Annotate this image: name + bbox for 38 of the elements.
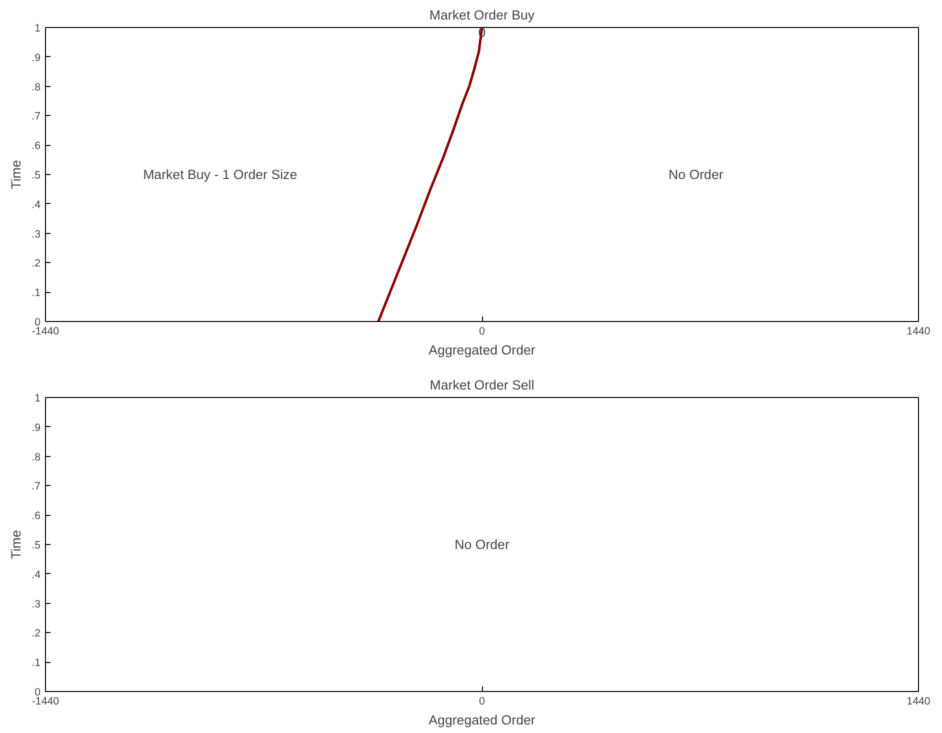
- y-tick-label: 0: [34, 686, 41, 698]
- chart-title: Market Order Buy: [429, 8, 535, 22]
- y-tick-label: .9: [32, 422, 41, 434]
- y-tick-label: .6: [32, 510, 41, 522]
- y-tick-label: .7: [32, 480, 41, 493]
- line-series: [377, 28, 484, 322]
- y-tick-label: .2: [32, 628, 41, 640]
- y-axis-title: Time: [8, 530, 24, 560]
- x-axis-title: Aggregated Order: [428, 342, 536, 358]
- y-tick-label: 0: [34, 316, 41, 328]
- y-tick-label: .4: [32, 198, 41, 211]
- y-tick-label: .7: [32, 110, 41, 123]
- y-tick-label: .5: [32, 540, 41, 552]
- chart-title: Market Order Sell: [430, 378, 534, 392]
- y-tick-label: .4: [32, 568, 41, 581]
- annotation: Market Buy - 1 Order Size: [143, 167, 298, 182]
- y-tick-label: .8: [32, 451, 41, 464]
- x-tick-label: -1440: [32, 326, 60, 338]
- x-tick-label: 0: [479, 326, 486, 338]
- x-axis-title: Aggregated Order: [428, 712, 536, 728]
- y-tick-label: .6: [32, 140, 41, 152]
- y-tick-label: .9: [32, 52, 41, 64]
- y-tick-label: .1: [32, 287, 41, 300]
- y-tick-label: .2: [32, 258, 41, 270]
- y-tick-label: 1: [34, 392, 41, 404]
- annotation: No Order: [668, 167, 724, 182]
- x-tick-label: -1440: [32, 696, 60, 708]
- y-tick-label: .3: [32, 228, 41, 240]
- y-tick-label: .1: [32, 657, 41, 670]
- y-tick-label: .8: [32, 81, 41, 94]
- x-tick-label: 1440: [906, 696, 930, 708]
- x-tick-label: 0: [479, 696, 486, 708]
- annotation: No Order: [454, 537, 510, 552]
- y-axis-title: Time: [8, 160, 24, 190]
- x-tick-label: 1440: [906, 326, 930, 338]
- y-tick-label: .3: [32, 598, 41, 610]
- y-tick-label: 1: [34, 22, 41, 34]
- y-tick-label: .5: [32, 170, 41, 182]
